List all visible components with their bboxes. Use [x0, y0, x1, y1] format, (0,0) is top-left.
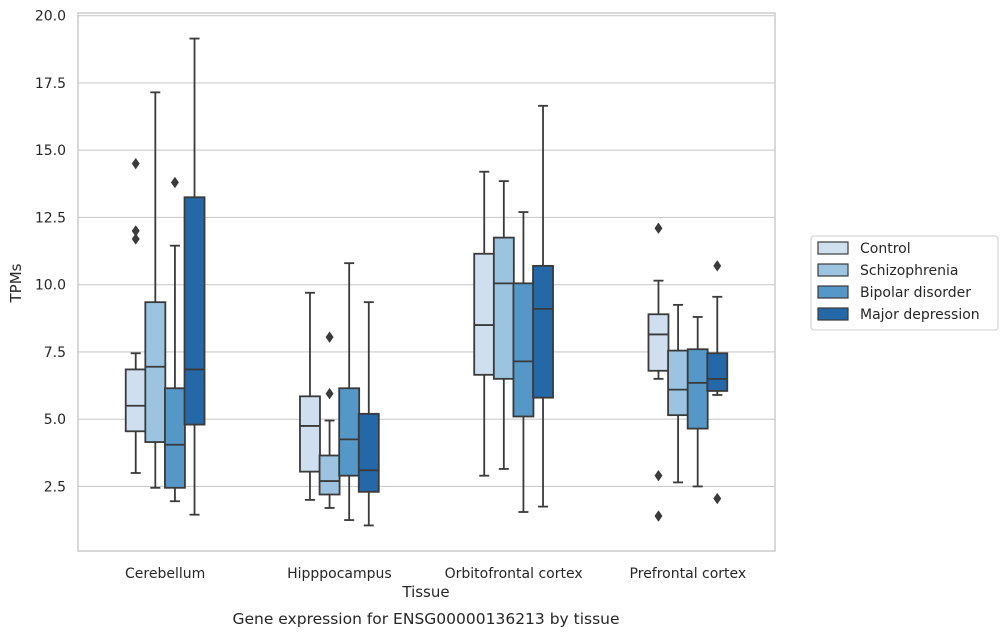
box-layer	[124, 37, 729, 527]
x-tick-label: Cerebellum	[125, 566, 205, 582]
box-body	[299, 395, 321, 473]
outlier-point	[131, 157, 140, 170]
box-body	[532, 264, 554, 399]
y-tick-label: 20.0	[35, 9, 66, 25]
outlier-point	[325, 387, 334, 400]
box-body	[512, 282, 535, 418]
outlier-point	[654, 510, 663, 522]
box-body	[667, 349, 689, 417]
chart-caption: Gene expression for ENSG00000136213 by t…	[232, 610, 619, 628]
x-axis-ticks: Cerebellum Hipppocampus Orbitofrontal cort…	[125, 566, 746, 582]
box-control	[124, 157, 147, 474]
legend-label: Major depression	[860, 307, 980, 323]
y-tick-label: 15.0	[35, 143, 66, 159]
outlier-point	[654, 469, 663, 482]
box-schizophrenia	[144, 91, 167, 489]
box-major-depression	[532, 104, 554, 508]
legend-swatch	[817, 285, 849, 299]
outlier-point	[654, 222, 663, 234]
box-body	[357, 412, 380, 493]
legend-swatch	[817, 307, 849, 321]
y-tick-label: 2.5	[44, 479, 66, 495]
box-body	[183, 196, 206, 426]
box-control	[299, 291, 321, 501]
box-body	[144, 301, 167, 443]
box-major-depression	[706, 260, 729, 505]
box-body	[706, 352, 729, 392]
box-major-depression	[357, 301, 380, 527]
y-axis-ticks: 2.5 5.0 7.5 10.0 12.5 15.0 17.5 20.0	[35, 9, 66, 496]
legend: Control Schizophrenia Bipolar disorder Majo…	[810, 235, 999, 331]
legend-swatch	[817, 241, 849, 255]
x-tick-label: Hipppocampus	[287, 566, 392, 582]
outlier-point	[325, 331, 334, 343]
box-body	[318, 454, 341, 496]
y-axis-label: TPMs	[7, 263, 25, 303]
box-body	[647, 313, 670, 372]
y-tick-label: 12.5	[35, 210, 66, 226]
outlier-point	[713, 492, 722, 505]
box-body	[338, 387, 361, 477]
box-body	[492, 236, 515, 380]
outlier-point	[713, 260, 722, 272]
box-body	[124, 368, 147, 433]
y-tick-label: 7.5	[44, 345, 66, 361]
box-bipolar-disorder	[164, 176, 186, 503]
x-axis-label: Tissue	[401, 583, 449, 601]
outlier-point	[131, 233, 140, 245]
box-body	[164, 387, 186, 489]
legend-frame	[810, 235, 999, 331]
box-control	[647, 222, 670, 522]
y-tick-label: 10.0	[35, 278, 66, 294]
legend-label: Schizophrenia	[860, 263, 958, 279]
box-body	[686, 348, 709, 430]
outlier-point	[170, 176, 179, 189]
x-tick-label: Orbitofrontal cortex	[445, 566, 583, 582]
box-body	[473, 252, 496, 376]
legend-label: Bipolar disorder	[860, 285, 971, 301]
y-tick-label: 17.5	[35, 76, 66, 92]
box-major-depression	[183, 37, 206, 516]
plot-frame	[77, 12, 776, 552]
box-bipolar-disorder	[338, 262, 361, 521]
legend-swatch	[817, 263, 849, 277]
legend-label: Control	[860, 241, 911, 257]
x-tick-label: Prefrontal cortex	[630, 566, 747, 582]
y-tick-label: 5.0	[44, 412, 66, 428]
